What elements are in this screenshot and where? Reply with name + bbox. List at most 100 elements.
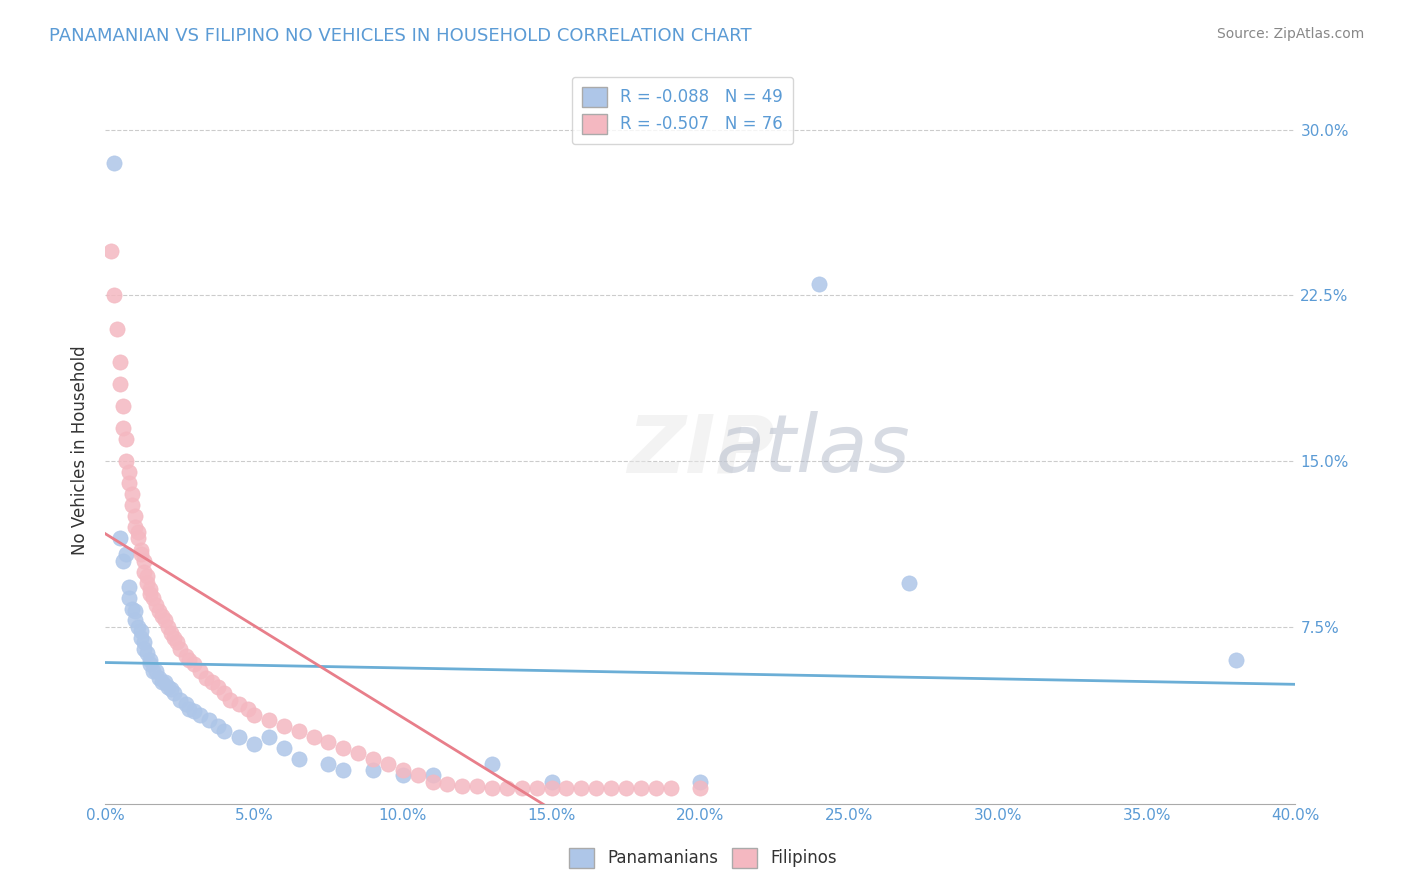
Point [555, 781, 578, 796]
Text: ZIP: ZIP [627, 411, 775, 489]
Point [159, 681, 181, 696]
Point [177, 653, 200, 667]
Point [540, 774, 562, 789]
Point [124, 613, 146, 627]
Point [105, 321, 128, 335]
Point [273, 719, 295, 733]
Point [132, 565, 155, 579]
Point [174, 648, 197, 663]
Point [347, 746, 370, 760]
Point [243, 737, 266, 751]
Point [190, 664, 212, 678]
Point [121, 499, 143, 513]
Point [897, 575, 920, 590]
Point [145, 664, 167, 678]
Legend: Panamanians, Filipinos: Panamanians, Filipinos [562, 841, 844, 875]
Point [526, 781, 548, 796]
Point [689, 781, 711, 796]
Point [121, 487, 143, 501]
Point [630, 781, 652, 796]
Point [257, 731, 280, 745]
Point [391, 764, 413, 778]
Point [465, 779, 488, 793]
Point [569, 781, 592, 796]
Point [169, 642, 191, 657]
Point [257, 713, 280, 727]
Point [391, 768, 413, 782]
Point [481, 781, 503, 796]
Point [318, 756, 340, 771]
Point [132, 553, 155, 567]
Point [183, 657, 205, 672]
Point [219, 692, 242, 706]
Point [540, 781, 562, 796]
Point [177, 701, 200, 715]
Point [150, 608, 173, 623]
Point [406, 768, 429, 782]
Point [207, 719, 229, 733]
Point [118, 591, 141, 606]
Point [585, 781, 607, 796]
Point [108, 355, 131, 369]
Point [148, 671, 170, 685]
Text: PANAMANIAN VS FILIPINO NO VEHICLES IN HOUSEHOLD CORRELATION CHART: PANAMANIAN VS FILIPINO NO VEHICLES IN HO… [49, 27, 752, 45]
Point [129, 547, 152, 561]
Point [422, 774, 444, 789]
Point [659, 781, 682, 796]
Point [129, 631, 152, 645]
Point [139, 657, 162, 672]
Point [183, 704, 205, 718]
Point [139, 653, 162, 667]
Point [139, 587, 162, 601]
Point [121, 602, 143, 616]
Point [163, 686, 186, 700]
Point [150, 675, 173, 690]
Point [228, 731, 250, 745]
Point [153, 675, 176, 690]
Point [115, 547, 138, 561]
Point [115, 432, 138, 446]
Point [115, 454, 138, 468]
Point [198, 713, 221, 727]
Point [212, 723, 235, 738]
Point [129, 542, 152, 557]
Point [127, 620, 149, 634]
Point [207, 680, 229, 694]
Point [124, 604, 146, 618]
Point [190, 708, 212, 723]
Point [145, 598, 167, 612]
Point [201, 675, 224, 690]
Point [166, 635, 188, 649]
Y-axis label: No Vehicles in Household: No Vehicles in Household [72, 345, 89, 555]
Point [118, 476, 141, 491]
Point [377, 756, 399, 771]
Point [808, 277, 831, 292]
Point [112, 399, 135, 413]
Point [195, 671, 218, 685]
Point [108, 532, 131, 546]
Point [302, 731, 325, 745]
Legend: R = -0.088   N = 49, R = -0.507   N = 76: R = -0.088 N = 49, R = -0.507 N = 76 [572, 77, 793, 144]
Point [212, 686, 235, 700]
Point [496, 781, 519, 796]
Point [689, 774, 711, 789]
Point [153, 613, 176, 627]
Point [103, 288, 125, 302]
Point [361, 764, 384, 778]
Point [332, 741, 354, 756]
Point [112, 553, 135, 567]
Point [135, 646, 157, 660]
Point [159, 626, 181, 640]
Point [156, 680, 179, 694]
Point [127, 532, 149, 546]
Point [142, 664, 165, 678]
Point [132, 635, 155, 649]
Point [644, 781, 666, 796]
Point [108, 376, 131, 391]
Text: atlas: atlas [716, 411, 911, 489]
Point [135, 575, 157, 590]
Point [142, 591, 165, 606]
Point [174, 697, 197, 711]
Point [139, 582, 162, 597]
Point [228, 697, 250, 711]
